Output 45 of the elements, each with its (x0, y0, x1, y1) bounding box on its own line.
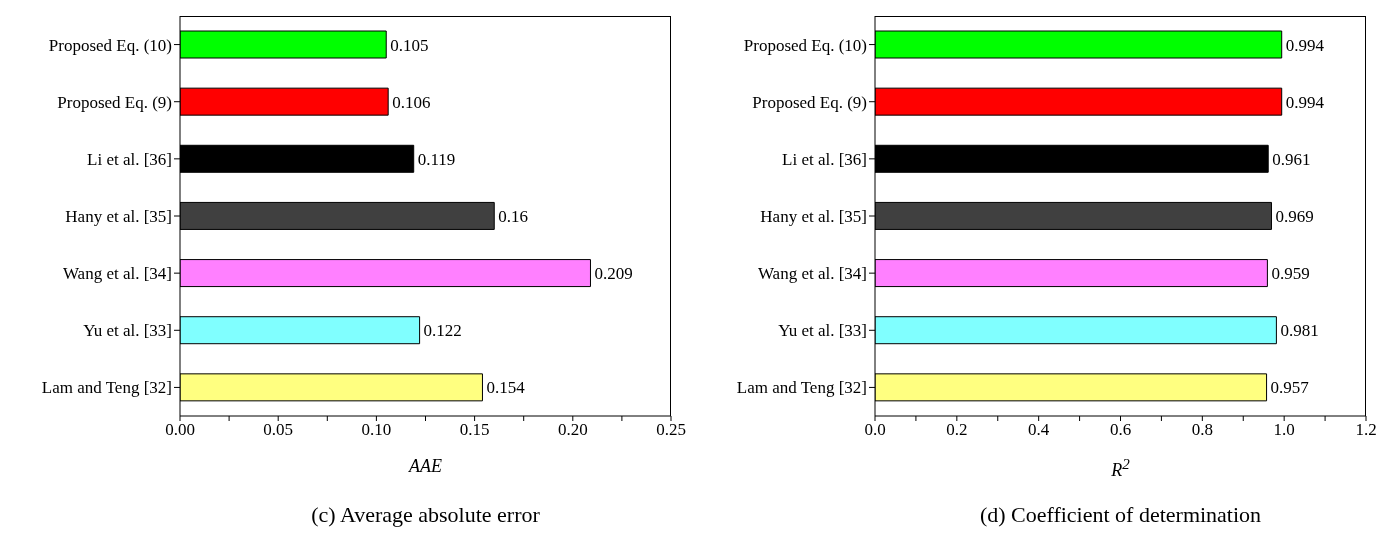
y-tick-label: Proposed Eq. (10) (743, 35, 867, 55)
x-tick-label: 0.2 (946, 420, 968, 440)
data-label: 0.961 (1272, 149, 1311, 169)
data-label: 0.981 (1280, 321, 1319, 341)
x-tick-label: 0.00 (165, 420, 195, 440)
y-tick-label: Hany et al. [35] (65, 207, 172, 227)
data-label: 0.209 (594, 264, 633, 284)
y-tick-label: Proposed Eq. (9) (752, 92, 867, 112)
x-tick-label: 0.10 (361, 420, 392, 440)
y-tick-label: Hany et al. [35] (760, 207, 867, 227)
y-tick-label: Wang et al. [34] (62, 264, 172, 284)
x-tick-label: 0.15 (459, 420, 490, 440)
data-label: 0.122 (423, 321, 462, 341)
x-axis-title: R$^{2}$ (1110, 456, 1131, 481)
y-tick-label: Li et al. [36] (782, 149, 867, 169)
data-label: 0.105 (390, 35, 429, 55)
x-tick-label: 0.6 (1109, 420, 1132, 440)
x-tick-label: 1.0 (1273, 420, 1295, 440)
data-label: 0.106 (392, 92, 431, 112)
x-tick-label: 0.20 (557, 420, 588, 440)
data-label: 0.969 (1275, 206, 1314, 226)
y-tick-label: Wang et al. [34] (757, 264, 867, 284)
text: (c) Average absolute error (310, 502, 541, 528)
x-tick-label: 0.25 (656, 420, 686, 440)
x-tick-label: 0.05 (263, 420, 294, 440)
y-tick-label: Proposed Eq. (9) (57, 92, 172, 112)
x-tick-label: 0.8 (1191, 420, 1213, 440)
data-label: 0.119 (417, 149, 456, 169)
x-tick-label: 0.4 (1028, 420, 1050, 440)
x-axis-title: AAE (407, 456, 443, 477)
data-label: 0.994 (1285, 92, 1325, 112)
x-tick-label: 1.2 (1355, 420, 1377, 440)
y-tick-label: Lam and Teng [32] (736, 378, 867, 398)
y-tick-label: Yu et al. [33] (778, 321, 867, 341)
y-tick-label: Lam and Teng [32] (41, 378, 172, 398)
data-label: 0.994 (1285, 35, 1325, 55)
y-tick-label: Proposed Eq. (10) (48, 35, 172, 55)
y-tick-label: Yu et al. [33] (83, 321, 172, 341)
data-label: 0.16 (498, 206, 528, 226)
y-tick-label: Li et al. [36] (87, 149, 172, 169)
text: (d) Coefficient of determination (978, 502, 1263, 528)
data-label: 0.957 (1270, 378, 1310, 398)
data-label: 0.154 (486, 378, 526, 398)
data-label: 0.959 (1271, 264, 1310, 284)
x-tick-label: 0.0 (864, 420, 886, 440)
